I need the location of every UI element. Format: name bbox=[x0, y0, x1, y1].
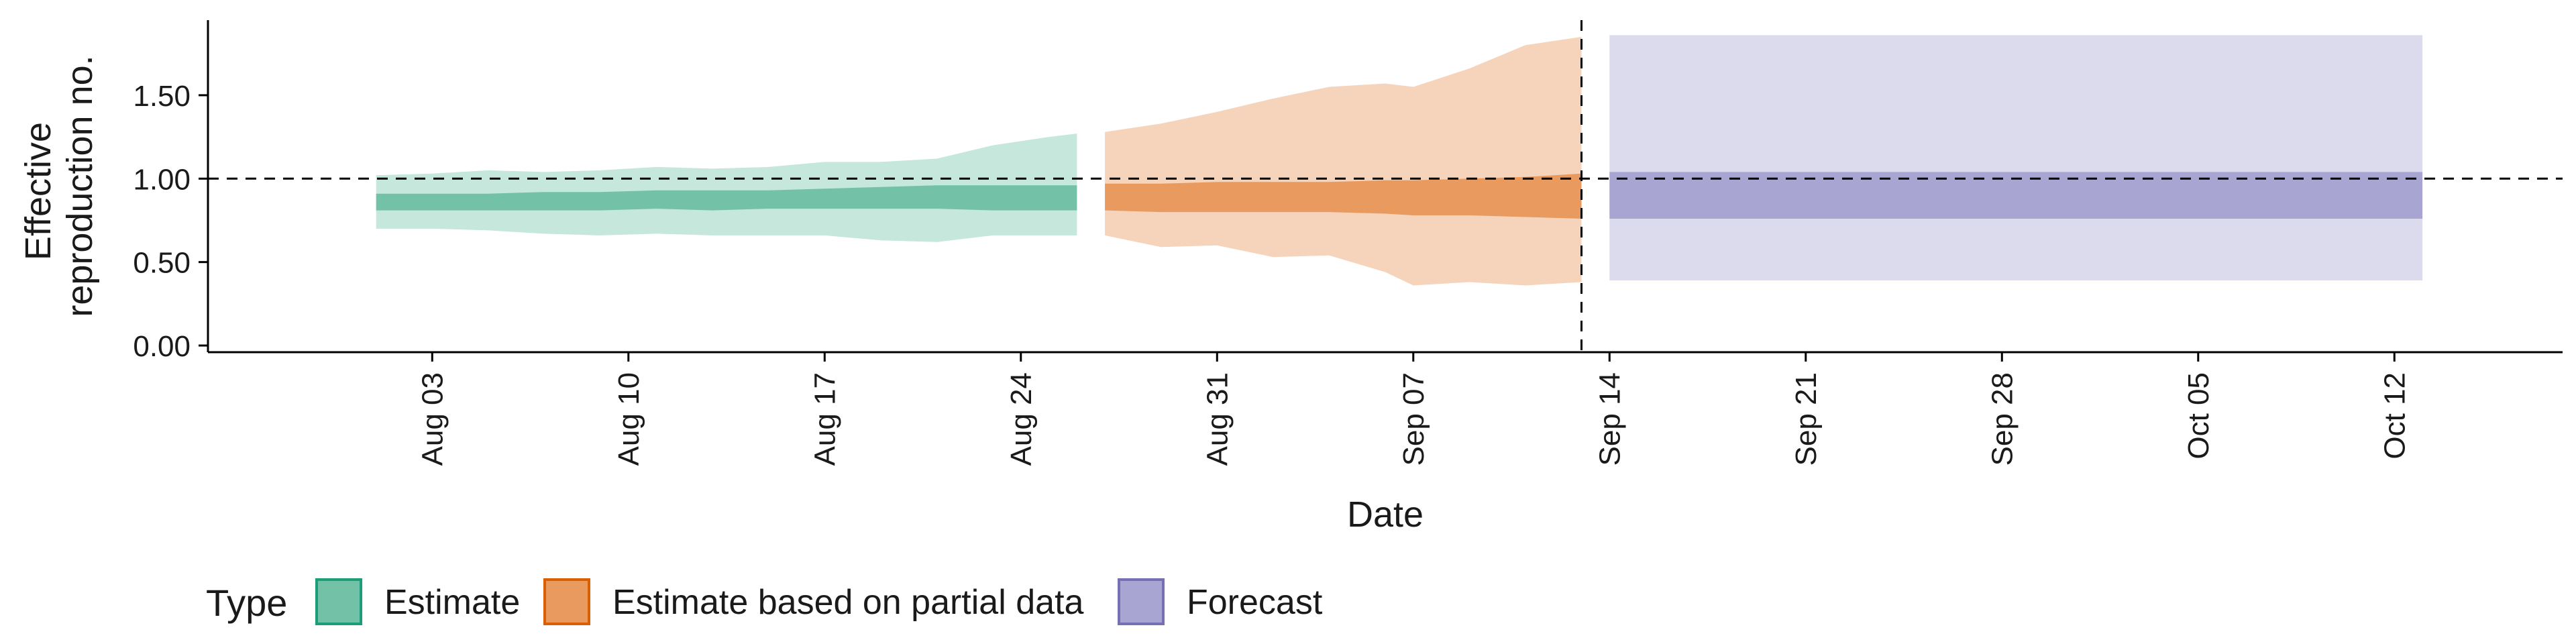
x-axis-ticks: Aug 03 Aug 10 Aug 17 Aug 24 Aug 31 Sep 07 Sep … bbox=[416, 352, 2411, 466]
legend-title: Type bbox=[206, 582, 287, 624]
legend-label-2: Forecast bbox=[1187, 583, 1323, 622]
legend-entries: Estimate Estimate based on partial data Fo… bbox=[315, 578, 1323, 625]
x-tick-label-0: Aug 03 bbox=[416, 372, 449, 466]
legend-label-1: Estimate based on partial data bbox=[612, 583, 1084, 622]
axes: 0.00 0.50 1.00 1.50 Aug 03 Aug 10 Aug 17 Aug 2… bbox=[133, 20, 2563, 466]
x-tick-label-1: Aug 10 bbox=[612, 372, 645, 466]
x-tick-label-5: Sep 07 bbox=[1397, 372, 1430, 466]
series-2-outer-band bbox=[1609, 35, 2423, 281]
ribbon-layer bbox=[376, 35, 2423, 286]
series-0-inner-band bbox=[376, 185, 1077, 211]
x-axis-title: Date bbox=[1347, 494, 1424, 535]
x-tick-label-3: Aug 24 bbox=[1005, 372, 1038, 466]
legend-key-1 bbox=[543, 578, 590, 625]
legend-label-0: Estimate bbox=[384, 583, 520, 622]
y-tick-label-2: 1.00 bbox=[133, 163, 191, 196]
plot-panel bbox=[208, 20, 2563, 352]
legend: Type Estimate Estimate based on partial d… bbox=[206, 578, 1323, 625]
x-tick-label-9: Oct 05 bbox=[2182, 372, 2215, 460]
x-tick-label-8: Sep 28 bbox=[1986, 372, 2019, 466]
y-axis-ticks: 0.00 0.50 1.00 1.50 bbox=[133, 80, 208, 363]
x-tick-label-4: Aug 31 bbox=[1201, 372, 1234, 466]
y-axis-title-line-2: reproduction no. bbox=[60, 55, 100, 317]
y-tick-label-0: 0.00 bbox=[133, 330, 191, 363]
legend-key-0 bbox=[315, 578, 362, 625]
series-0-outer-band bbox=[376, 133, 1077, 242]
y-tick-label-3: 1.50 bbox=[133, 80, 191, 113]
series-1-outer-band bbox=[1105, 36, 1582, 286]
legend-key-2 bbox=[1118, 578, 1165, 625]
x-tick-label-7: Sep 21 bbox=[1790, 372, 1823, 466]
y-axis-title-line-1: Effective bbox=[18, 122, 58, 260]
series-1-inner-band bbox=[1105, 173, 1582, 219]
x-tick-label-2: Aug 17 bbox=[808, 372, 841, 466]
x-tick-label-10: Oct 12 bbox=[2378, 372, 2411, 460]
y-tick-label-1: 0.50 bbox=[133, 247, 191, 280]
y-axis-title: Effective reproduction no. bbox=[18, 55, 100, 317]
series-2-inner-band bbox=[1609, 172, 2423, 219]
x-tick-label-6: Sep 14 bbox=[1593, 372, 1626, 466]
